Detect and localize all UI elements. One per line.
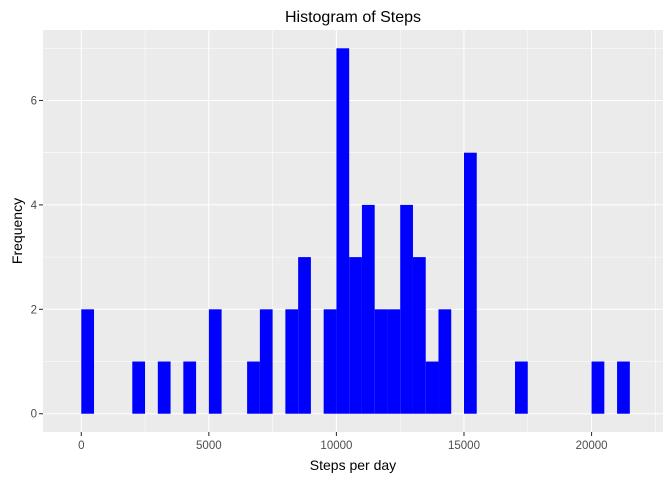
x-tick-label: 0 (78, 440, 84, 452)
y-tick-label: 2 (31, 304, 37, 316)
histogram-bar (247, 361, 260, 414)
histogram-bar (336, 48, 350, 414)
x-axis-title: Steps per day (310, 457, 396, 473)
y-axis-title: Frequency (9, 198, 25, 264)
chart-title: Histogram of Steps (285, 9, 421, 26)
histogram-bar (387, 309, 401, 414)
histogram-bar (591, 361, 605, 414)
histogram-bar (438, 309, 452, 414)
histogram-bar (323, 309, 337, 414)
histogram-bars (81, 48, 630, 414)
histogram-bar (132, 361, 146, 414)
histogram-bar (157, 361, 171, 414)
histogram-bar (374, 309, 388, 414)
y-tick-label: 6 (31, 95, 37, 107)
y-tick-label: 0 (31, 409, 37, 421)
axes: 0 5000 10000 15000 20000 0 2 4 6 (31, 95, 608, 452)
histogram-bar (349, 257, 362, 414)
x-tick-label: 15000 (448, 440, 480, 452)
histogram-bar (298, 257, 311, 414)
histogram-bar (463, 152, 477, 414)
x-tick-label: 5000 (196, 440, 222, 452)
histogram-bar (183, 361, 197, 414)
histogram-bar (285, 309, 299, 414)
y-tick-label: 4 (31, 200, 38, 212)
histogram-bar (361, 204, 375, 414)
histogram-bar (259, 309, 273, 414)
histogram-bar (412, 257, 426, 414)
histogram-bar (425, 361, 439, 414)
histogram-bar (515, 361, 528, 414)
histogram-bar (400, 204, 413, 414)
x-tick-label: 10000 (320, 440, 352, 452)
histogram-bar (617, 361, 630, 414)
histogram-bar (208, 309, 222, 414)
histogram-bar (81, 309, 95, 414)
x-tick-label: 20000 (576, 440, 608, 452)
